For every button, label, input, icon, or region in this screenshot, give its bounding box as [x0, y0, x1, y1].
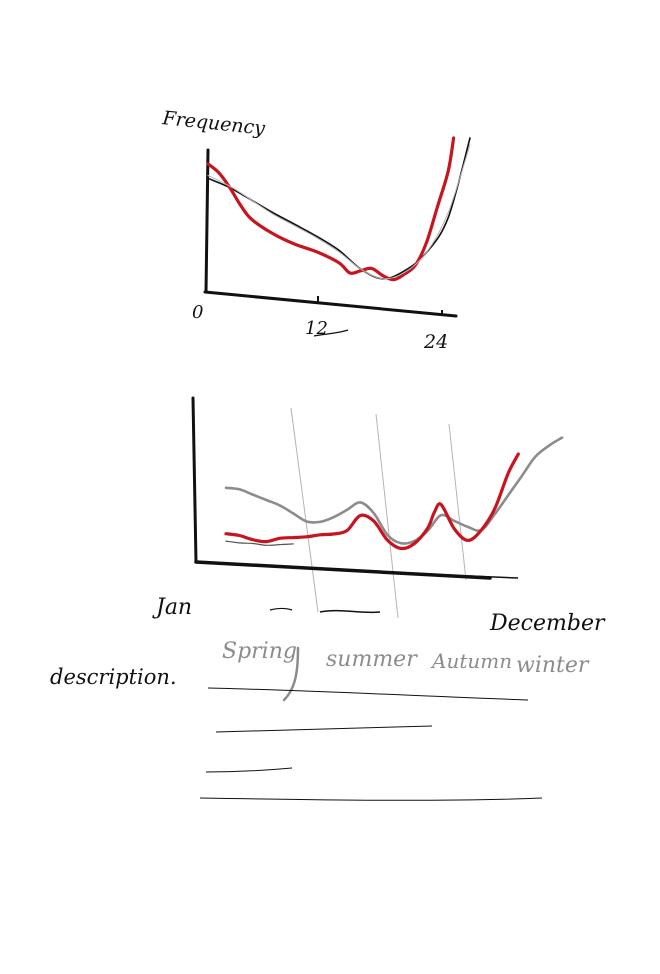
frequency-chart: Frequency 0 12 24	[160, 107, 471, 353]
series-line-black	[207, 137, 471, 280]
season-label-summer: summer	[326, 647, 418, 672]
x-axis-line-extension	[469, 575, 519, 579]
x-tick-label-start: Jan	[152, 595, 192, 620]
season-divider	[448, 423, 467, 581]
season-divider	[375, 413, 399, 619]
x-tick-label: 0	[192, 302, 203, 323]
scribble-mark	[269, 607, 293, 611]
seasonal-chart: Jan December Spring summer Autumn winter	[152, 396, 606, 702]
y-axis-label: Frequency	[160, 107, 266, 140]
season-label-winter: winter	[516, 653, 590, 678]
season-label-spring: Spring	[222, 639, 297, 664]
description-line[interactable]	[205, 767, 293, 773]
series-line-light-gray	[207, 144, 471, 280]
description-label: description.	[50, 665, 177, 689]
y-axis-line	[191, 396, 198, 564]
scribble-mark	[319, 609, 381, 614]
tick-underline-scribble	[313, 329, 349, 337]
spring-descender	[282, 646, 300, 702]
description-line[interactable]	[207, 687, 529, 701]
x-axis-line	[194, 560, 492, 580]
x-tick-label: 24	[423, 331, 448, 353]
x-tick-label: 12	[305, 318, 328, 339]
x-tick-label-end: December	[489, 611, 606, 636]
season-divider	[290, 407, 319, 613]
description-line[interactable]	[215, 725, 433, 733]
series-line-red	[224, 452, 520, 551]
season-label-autumn: Autumn	[430, 649, 512, 673]
x-axis-line	[203, 290, 458, 318]
series-line-dark-gray	[225, 540, 294, 546]
description-line[interactable]	[199, 797, 543, 801]
description-section: description.	[50, 665, 543, 801]
series-line-red	[206, 136, 456, 282]
y-axis-line	[204, 148, 210, 294]
series-line-gray	[224, 436, 564, 545]
